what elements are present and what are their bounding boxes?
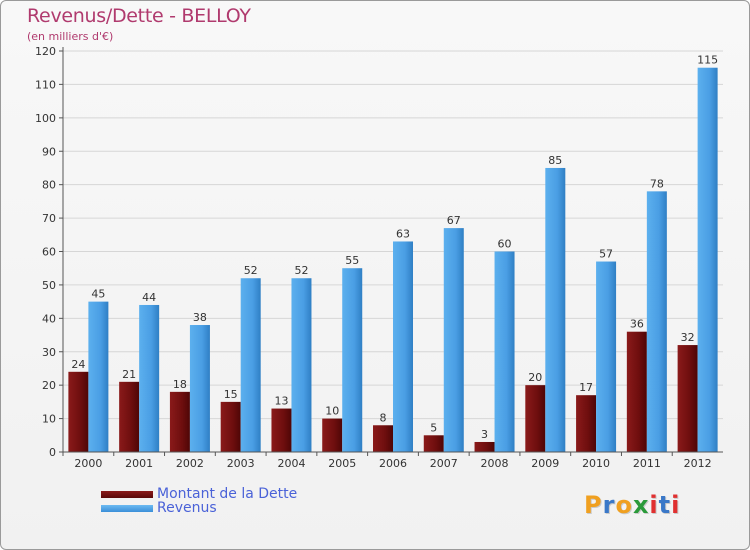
y-tick-label: 10 [42,413,56,426]
x-tick-label: 2000 [74,457,102,470]
bar-revenus-2002 [189,325,210,452]
bar-debt-2011 [626,331,647,452]
x-tick-label: 2001 [125,457,153,470]
logo-letter: o [615,491,633,519]
data-label-debt-2011: 36 [630,318,644,331]
bar-revenus-2007 [443,228,464,452]
logo-letter: i [649,491,659,519]
x-tick-label: 2012 [684,457,712,470]
legend-item-debt: Montant de la Dette [101,486,298,502]
x-tick-label: 2003 [227,457,255,470]
x-tick-label: 2010 [582,457,610,470]
data-label-revenus-2007: 67 [447,214,461,227]
bar-revenus-2012 [697,67,718,452]
data-label-debt-2010: 17 [579,381,593,394]
y-tick-label: 40 [42,312,56,325]
y-tick-label: 0 [49,446,56,459]
legend-swatch-debt [101,490,153,498]
data-label-revenus-2002: 38 [193,311,207,324]
x-tick-label: 2002 [176,457,204,470]
y-tick-label: 20 [42,379,56,392]
x-tick-label: 2008 [481,457,509,470]
x-tick-label: 2011 [633,457,661,470]
bar-debt-2002 [169,391,190,452]
bar-revenus-2005 [342,268,363,452]
y-tick-label: 120 [35,45,56,58]
bar-debt-2006 [373,425,393,452]
y-tick-label: 70 [42,212,56,225]
bar-debt-2005 [322,418,343,452]
legend-swatch-revenus [101,504,153,512]
data-label-debt-2000: 24 [71,358,85,371]
legend-label-revenus: Revenus [157,500,217,516]
x-tick-label: 2009 [531,457,559,470]
bar-revenus-2010 [596,261,617,452]
data-label-revenus-2001: 44 [142,291,156,304]
bar-debt-2010 [576,395,597,452]
data-label-revenus-2005: 55 [345,254,359,267]
data-label-debt-2006: 8 [380,411,387,424]
bar-revenus-2008 [494,251,515,452]
data-label-debt-2001: 21 [122,368,136,381]
bar-debt-2012 [677,345,698,452]
logo-letter: P [584,491,603,519]
chart-title: Revenus/Dette - BELLOY [27,5,251,27]
logo-letter: x [632,491,650,519]
bar-debt-2009 [525,385,546,452]
bar-revenus-2000 [88,301,109,452]
bar-debt-2008 [474,441,495,452]
bar-debt-2000 [68,371,89,452]
data-label-debt-2005: 10 [325,405,339,418]
x-tick-label: 2004 [277,457,305,470]
bar-debt-2007 [423,435,444,452]
data-label-revenus-2004: 52 [294,264,308,277]
data-label-revenus-2000: 45 [91,288,105,301]
data-label-debt-2002: 18 [173,378,187,391]
data-label-revenus-2003: 52 [244,264,258,277]
chart-legend: Montant de la Dette Revenus [101,486,298,516]
data-label-revenus-2008: 60 [498,238,512,251]
proxiti-logo: Proxiti [584,491,680,519]
y-tick-label: 90 [42,145,56,158]
logo-letter: r [602,491,616,519]
bar-revenus-2011 [646,191,667,452]
y-tick-label: 100 [35,112,56,125]
data-label-revenus-2006: 63 [396,227,410,240]
y-tick-label: 80 [42,179,56,192]
data-label-revenus-2011: 78 [650,177,664,190]
data-label-revenus-2010: 57 [599,248,613,261]
data-label-debt-2012: 32 [681,331,695,344]
bar-debt-2003 [220,401,241,452]
bar-revenus-2006 [393,241,413,452]
bar-revenus-2003 [240,278,261,452]
y-tick-label: 60 [42,246,56,259]
data-label-debt-2007: 5 [430,421,437,434]
logo-letter: i [671,491,681,519]
bar-debt-2004 [271,408,292,452]
bar-revenus-2001 [139,304,160,452]
bar-revenus-2009 [545,167,566,453]
data-label-revenus-2012: 115 [697,54,718,67]
legend-item-revenus: Revenus [101,500,297,516]
data-label-debt-2008: 3 [481,428,488,441]
chart-subtitle: (en milliers d'€) [27,30,114,43]
data-label-revenus-2009: 85 [548,154,562,167]
y-tick-label: 110 [35,78,56,91]
x-tick-label: 2005 [328,457,356,470]
logo-letter: t [658,491,672,519]
bar-revenus-2004 [291,278,312,452]
y-tick-label: 30 [42,346,56,359]
x-tick-label: 2007 [430,457,458,470]
legend-label-debt: Montant de la Dette [157,486,298,502]
data-label-debt-2009: 20 [528,371,542,384]
data-label-debt-2003: 15 [224,388,238,401]
bar-debt-2001 [119,381,140,452]
y-tick-label: 50 [42,279,56,292]
x-tick-label: 2006 [379,457,407,470]
data-label-debt-2004: 13 [274,395,288,408]
